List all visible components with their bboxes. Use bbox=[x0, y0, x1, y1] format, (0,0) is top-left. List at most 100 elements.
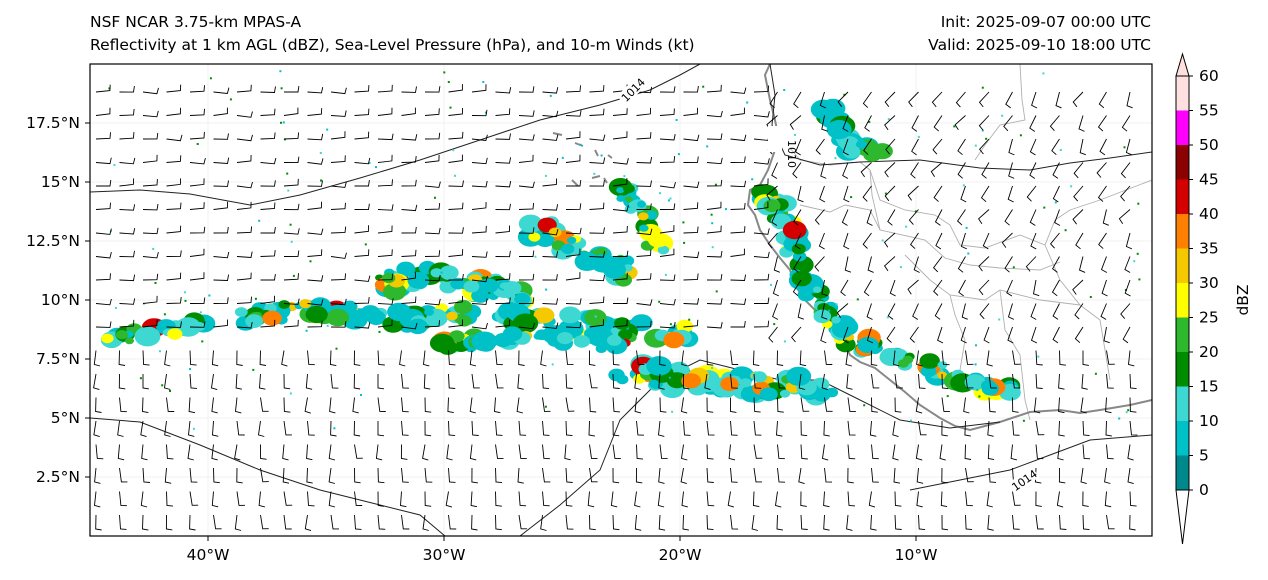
wind-barb bbox=[683, 298, 700, 305]
echo-speck bbox=[600, 154, 603, 157]
echo-speck bbox=[192, 427, 195, 430]
wind-barb bbox=[307, 350, 315, 366]
echo-speck bbox=[967, 252, 970, 255]
wind-barb bbox=[354, 108, 370, 116]
wind-barb bbox=[908, 209, 919, 225]
wind-barb bbox=[213, 274, 230, 281]
echo-cell bbox=[429, 333, 455, 353]
wind-barb bbox=[1096, 162, 1107, 178]
wind-barb bbox=[683, 202, 699, 210]
wind-barb bbox=[706, 274, 723, 281]
wind-barb bbox=[281, 350, 288, 367]
wind-barb bbox=[353, 373, 361, 390]
wind-barb bbox=[354, 491, 363, 506]
echo-speck bbox=[280, 121, 282, 124]
isobar-label-2: 1010 bbox=[785, 140, 798, 168]
wind-barb bbox=[884, 185, 896, 202]
wind-barb bbox=[352, 397, 359, 414]
wind-barb bbox=[260, 319, 276, 328]
wind-barb bbox=[495, 203, 511, 211]
echo-cell bbox=[752, 371, 767, 383]
echo-cell bbox=[584, 309, 607, 327]
wind-barb bbox=[771, 162, 778, 179]
wind-barb bbox=[612, 225, 628, 234]
echo-speck bbox=[447, 81, 450, 83]
echo-cell bbox=[831, 316, 841, 324]
y-axis: 2.5°N 5°N 7.5°N 10°N 12.5°N 15°N 17.5°N bbox=[26, 114, 90, 486]
wind-barb bbox=[565, 467, 573, 483]
wind-barb bbox=[1031, 91, 1038, 109]
wind-barb bbox=[753, 228, 770, 235]
wind-barb bbox=[659, 203, 676, 210]
wind-barb bbox=[424, 397, 432, 413]
colorbar-tick-label: 20 bbox=[1199, 343, 1219, 361]
wind-barb bbox=[612, 350, 620, 366]
wind-barb bbox=[659, 321, 676, 329]
echo-speck bbox=[1022, 419, 1025, 422]
wind-barb bbox=[236, 201, 252, 210]
wind-barb bbox=[958, 279, 966, 297]
wind-barb bbox=[636, 273, 652, 281]
echo-speck bbox=[113, 164, 116, 167]
wind-barb bbox=[1106, 444, 1114, 460]
wind-barb bbox=[683, 226, 699, 234]
wind-barb bbox=[612, 158, 629, 165]
wind-barb bbox=[377, 133, 394, 141]
wind-barb bbox=[471, 134, 488, 141]
wind-barb bbox=[634, 397, 642, 414]
echo-speck bbox=[229, 98, 232, 101]
wind-barb bbox=[448, 107, 464, 116]
wind-barb bbox=[636, 157, 653, 164]
wind-barb bbox=[682, 373, 690, 390]
wind-barb bbox=[955, 91, 966, 108]
colorbar-segment bbox=[1176, 214, 1189, 249]
wind-barb bbox=[210, 373, 218, 391]
echo-speck bbox=[378, 330, 381, 333]
wind-barb bbox=[795, 138, 802, 156]
wind-barb bbox=[448, 373, 456, 389]
wind-barb bbox=[730, 298, 747, 305]
wind-barb bbox=[730, 274, 747, 281]
wind-barb bbox=[978, 256, 990, 272]
echo-cell bbox=[879, 347, 904, 367]
wind-barb bbox=[565, 350, 574, 366]
wind-barb bbox=[753, 397, 761, 413]
wind-barb bbox=[753, 273, 770, 281]
wind-barb bbox=[542, 274, 558, 281]
wind-barb bbox=[883, 232, 896, 248]
wind-barb bbox=[495, 514, 502, 531]
wind-barb bbox=[566, 179, 582, 187]
wind-barb bbox=[777, 397, 784, 413]
wind-barb bbox=[683, 86, 699, 93]
wind-barb bbox=[1097, 185, 1107, 202]
wind-barb bbox=[1127, 467, 1134, 485]
isobar-label-bg-3 bbox=[1007, 466, 1040, 495]
wind-barb bbox=[471, 180, 488, 188]
wind-barb bbox=[542, 444, 550, 460]
wind-barb bbox=[1105, 397, 1112, 414]
echo-speck bbox=[659, 192, 661, 195]
wind-barb bbox=[752, 491, 760, 508]
country-borders bbox=[789, 64, 1152, 421]
wind-barb bbox=[164, 420, 171, 437]
wind-barb bbox=[445, 491, 453, 508]
wind-barb bbox=[166, 225, 182, 234]
wind-barb bbox=[1054, 209, 1061, 226]
wind-barb bbox=[518, 134, 535, 141]
x-axis: 40°W 30°W 20°W 10°W bbox=[187, 536, 937, 564]
wind-barb bbox=[1080, 467, 1087, 485]
wind-barb bbox=[818, 232, 825, 250]
wind-barb bbox=[424, 274, 441, 282]
wind-barb bbox=[446, 444, 453, 461]
echo-speck bbox=[1125, 411, 1128, 414]
wind-barb bbox=[1049, 115, 1060, 131]
wind-barb bbox=[846, 373, 853, 390]
echo-speck bbox=[974, 144, 977, 147]
wind-barb bbox=[518, 86, 535, 93]
echo-cell bbox=[676, 319, 693, 333]
wind-barb bbox=[189, 514, 196, 531]
echo-cell bbox=[616, 187, 625, 194]
wind-barb bbox=[306, 444, 313, 461]
wind-barb bbox=[565, 248, 581, 257]
